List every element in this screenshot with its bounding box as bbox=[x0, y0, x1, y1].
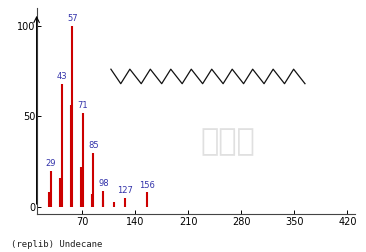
Text: 127: 127 bbox=[117, 186, 133, 195]
Text: 85: 85 bbox=[88, 141, 99, 150]
Text: (replib) Undecane: (replib) Undecane bbox=[11, 240, 102, 249]
Text: 57: 57 bbox=[67, 14, 78, 23]
Text: 43: 43 bbox=[56, 72, 67, 81]
Text: 我要测: 我要测 bbox=[200, 127, 255, 156]
Text: 29: 29 bbox=[46, 159, 56, 168]
Text: 71: 71 bbox=[78, 101, 88, 110]
Text: 98: 98 bbox=[98, 179, 109, 188]
Text: 156: 156 bbox=[139, 181, 155, 190]
